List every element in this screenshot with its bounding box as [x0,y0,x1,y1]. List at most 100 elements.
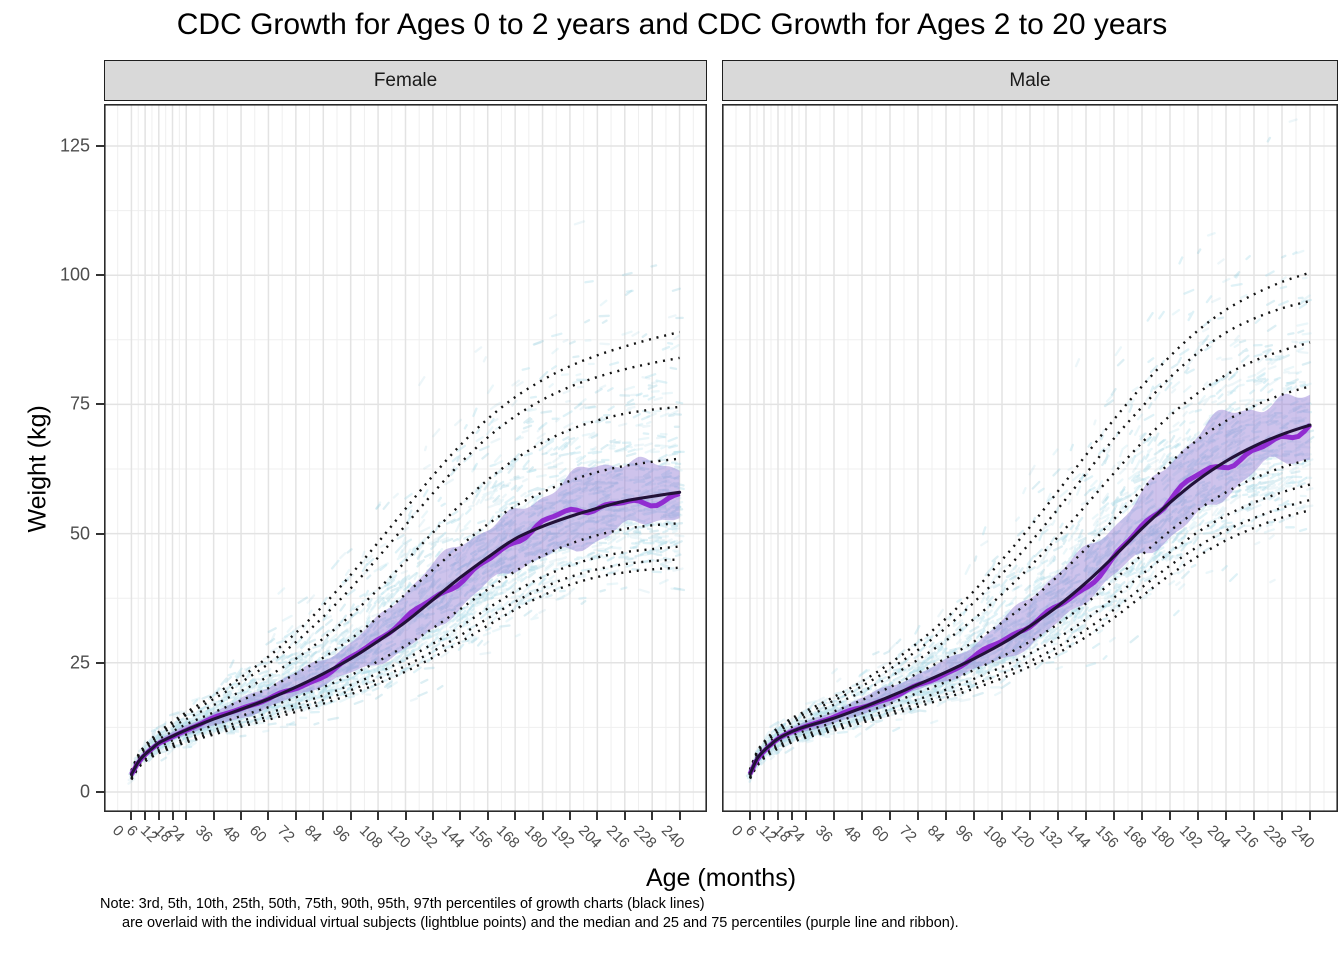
x-tick-label: 156 [1091,822,1122,852]
y-tick-label: 100 [59,264,90,285]
x-tick-label: 204 [1203,822,1234,852]
x-tick-label: 48 [219,822,243,846]
x-tick-label: 24 [783,822,808,846]
x-axis-tick [763,812,765,820]
x-axis-tick [1225,812,1227,820]
x-axis-tick [1141,812,1143,820]
x-tick-label: 228 [1259,822,1290,852]
x-axis-tick [459,812,462,820]
x-tick-label: 24 [164,822,189,846]
x-tick-label: 36 [811,822,836,846]
x-axis-tick [1309,812,1311,820]
y-tick-label: 75 [69,393,90,414]
x-tick-label: 216 [602,822,633,852]
x-axis-tick [171,812,174,820]
x-tick-label: 144 [438,822,469,852]
x-tick-label: 192 [1175,822,1206,852]
x-axis-tick [1113,812,1115,820]
x-axis-tick [130,812,133,820]
x-tick-label: 180 [1147,822,1178,852]
female-plot-svg [104,104,707,812]
x-axis-tick [917,812,919,820]
x-tick-label: 168 [493,822,523,852]
x-axis-tick [322,812,325,820]
x-tick-label: 72 [273,822,298,846]
x-tick-label: 48 [839,822,864,846]
x-axis-tick [1085,812,1087,820]
footnote-line-1: Note: 3rd, 5th, 10th, 25th, 50th, 75th, … [100,896,705,912]
x-tick-label: 228 [630,822,660,852]
x-axis-tick [431,812,434,820]
x-axis-tick [623,812,626,820]
x-tick-label: 156 [465,822,496,852]
x-tick-label: 60 [867,822,892,846]
x-tick-label: 132 [1035,822,1066,852]
x-tick-label: 36 [191,822,216,846]
x-axis-tick [541,812,544,820]
y-tick-label: 0 [79,781,90,802]
x-axis-tick [678,812,681,820]
x-axis-tick [144,812,147,820]
x-axis-tick [404,812,407,820]
x-axis-tick [973,812,975,820]
footnote-line-2: are overlaid with the individual virtual… [122,915,959,931]
x-axis-tick [805,812,807,820]
x-tick-label: 96 [328,822,353,846]
x-axis-tick [486,812,489,820]
x-axis-tick [377,812,380,820]
x-axis-tick [267,812,270,820]
x-axis-tick [1197,812,1199,820]
x-tick-label: 120 [383,822,414,852]
x-axis-tick [185,812,188,820]
facet-strip-female-label: Female [373,69,438,91]
x-tick-label: 108 [979,822,1010,852]
x-axis-title: Age (months) [645,864,797,892]
x-axis-tick [596,812,599,820]
x-axis-tick [514,812,517,820]
x-tick-label: 84 [301,822,326,846]
x-axis-tick [791,812,793,820]
x-tick-label: 168 [1119,822,1150,852]
x-tick-label: 132 [410,822,441,852]
x-tick-label: 180 [520,822,551,852]
facet-strip-male-label: Male [1009,69,1051,91]
x-axis-tick [294,812,297,820]
x-axis-tick [1253,812,1255,820]
x-axis-tick [240,812,243,820]
y-tick-label: 125 [59,135,90,156]
x-axis-tick [212,812,215,820]
x-axis-tick [777,812,779,820]
x-tick-label: 144 [1063,822,1094,852]
x-axis-tick [945,812,947,820]
x-axis-tick [349,812,352,820]
x-tick-label: 192 [547,822,578,852]
plot-title: CDC Growth for Ages 0 to 2 years and CDC… [176,8,1168,41]
x-tick-label: 240 [1287,822,1318,852]
y-axis-tick [96,661,104,664]
x-axis-tick [568,812,571,820]
x-axis-tick [157,812,160,820]
x-tick-label: 204 [575,822,606,852]
x-axis-tick [1001,812,1003,820]
x-axis-tick [1057,812,1059,820]
y-axis-tick [96,145,104,147]
y-tick-label: 50 [69,523,90,544]
x-tick-label: 96 [951,822,976,846]
x-tick-label: 108 [356,822,386,852]
facet-strip-female: Female [104,60,707,101]
x-tick-label: 120 [1007,822,1038,852]
x-axis-tick [1281,812,1283,820]
y-axis-title: Weight (kg) [23,405,52,533]
x-axis-tick [749,812,751,820]
y-axis-tick [96,274,104,277]
x-tick-label: 60 [246,822,271,846]
facet-strip-male: Male [722,60,1338,101]
x-axis-tick [861,812,863,820]
panel-male [722,104,1338,812]
panel-female [104,104,707,812]
y-axis-tick [96,403,104,406]
y-axis-tick [96,791,104,793]
x-tick-label: 84 [923,822,948,846]
x-axis-tick [833,812,835,820]
